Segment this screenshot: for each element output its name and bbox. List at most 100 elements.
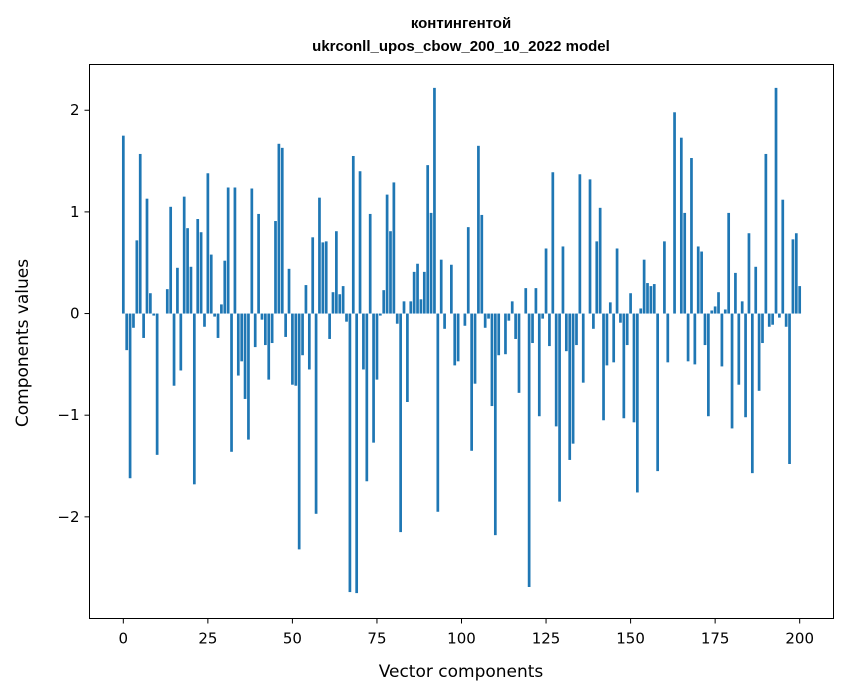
bar-93 bbox=[436, 313, 440, 512]
bar-42 bbox=[264, 313, 267, 346]
bar-171 bbox=[700, 251, 703, 314]
bar-55 bbox=[307, 313, 311, 370]
bar-140 bbox=[595, 241, 599, 314]
bar-73 bbox=[368, 213, 372, 314]
plot-frame bbox=[89, 64, 834, 619]
bar-18 bbox=[182, 196, 186, 314]
bar-35 bbox=[240, 313, 244, 362]
x-tick-label: 75 bbox=[367, 630, 386, 648]
bar-15 bbox=[172, 313, 176, 386]
bar-17 bbox=[179, 313, 183, 371]
bar-133 bbox=[571, 313, 575, 444]
x-tick-label: 50 bbox=[283, 630, 302, 648]
bar-76 bbox=[378, 313, 382, 316]
bar-180 bbox=[730, 313, 734, 429]
bar-9 bbox=[152, 313, 156, 316]
bar-78 bbox=[385, 194, 389, 314]
bar-105 bbox=[477, 145, 480, 314]
bar-21 bbox=[192, 313, 196, 485]
bar-45 bbox=[274, 221, 277, 314]
bar-83 bbox=[402, 301, 406, 314]
bar-157 bbox=[652, 284, 656, 314]
bar-136 bbox=[581, 313, 585, 383]
bar-90 bbox=[426, 165, 430, 314]
bar-170 bbox=[696, 246, 700, 314]
bar-25 bbox=[206, 173, 210, 314]
bar-189 bbox=[761, 313, 764, 344]
x-tick-label: 100 bbox=[447, 630, 476, 648]
bar-121 bbox=[531, 313, 534, 344]
bar-94 bbox=[439, 259, 443, 314]
bar-63 bbox=[335, 231, 338, 314]
bar-194 bbox=[778, 313, 781, 318]
y-axis-label: Components values bbox=[13, 259, 33, 427]
bar-181 bbox=[734, 272, 737, 314]
bar-123 bbox=[537, 313, 541, 417]
bar-65 bbox=[341, 286, 345, 314]
bar-71 bbox=[362, 313, 365, 370]
bar-99 bbox=[456, 313, 460, 362]
bar-163 bbox=[673, 112, 676, 314]
bar-192 bbox=[771, 313, 774, 325]
bar-150 bbox=[629, 293, 632, 314]
bars-group bbox=[121, 87, 802, 594]
bar-33 bbox=[233, 187, 237, 314]
bar-120 bbox=[527, 313, 531, 587]
bar-132 bbox=[568, 313, 572, 460]
bar-53 bbox=[301, 313, 304, 356]
chart-title: контингентой bbox=[411, 15, 511, 32]
bar-142 bbox=[602, 313, 605, 421]
bar-51 bbox=[294, 313, 298, 386]
bar-122 bbox=[534, 288, 538, 314]
bar-97 bbox=[450, 264, 453, 314]
bar-111 bbox=[497, 313, 501, 356]
y-tick-label: −2 bbox=[57, 508, 79, 526]
bar-0 bbox=[121, 135, 125, 314]
bar-177 bbox=[720, 313, 724, 367]
bar-23 bbox=[199, 232, 203, 314]
bar-172 bbox=[703, 313, 707, 346]
bar-138 bbox=[588, 179, 592, 314]
bar-193 bbox=[774, 87, 778, 314]
bar-52 bbox=[297, 313, 301, 550]
bar-74 bbox=[372, 313, 375, 443]
bar-129 bbox=[558, 313, 561, 502]
y-tick-label: 0 bbox=[70, 305, 80, 323]
bar-175 bbox=[713, 306, 717, 314]
bar-95 bbox=[443, 313, 446, 329]
bar-114 bbox=[507, 313, 511, 321]
bar-154 bbox=[642, 259, 646, 314]
bar-50 bbox=[291, 313, 294, 385]
bar-185 bbox=[747, 233, 751, 314]
bar-130 bbox=[561, 246, 565, 314]
bar-143 bbox=[605, 313, 609, 366]
bar-126 bbox=[548, 313, 551, 347]
bar-38 bbox=[250, 188, 254, 314]
bar-4 bbox=[135, 240, 139, 314]
bar-128 bbox=[554, 313, 558, 427]
bar-81 bbox=[395, 313, 399, 324]
y-tick-label: 1 bbox=[70, 203, 80, 221]
bar-16 bbox=[176, 267, 179, 314]
bar-70 bbox=[358, 171, 362, 314]
bar-110 bbox=[493, 313, 497, 536]
bar-85 bbox=[409, 301, 413, 314]
bar-174 bbox=[710, 310, 714, 314]
bar-13 bbox=[165, 289, 169, 314]
bar-80 bbox=[392, 182, 396, 314]
bar-46 bbox=[277, 143, 281, 314]
bar-117 bbox=[517, 313, 521, 393]
bar-182 bbox=[737, 313, 741, 385]
bar-147 bbox=[619, 313, 622, 323]
bar-1 bbox=[125, 313, 129, 351]
bar-79 bbox=[389, 231, 392, 314]
bar-84 bbox=[406, 313, 409, 402]
bar-43 bbox=[267, 313, 271, 380]
bar-155 bbox=[646, 283, 649, 314]
bar-10 bbox=[155, 313, 159, 455]
bar-169 bbox=[693, 313, 697, 365]
y-tick-label: −1 bbox=[57, 406, 79, 424]
bar-64 bbox=[338, 294, 342, 314]
y-tick-label: 2 bbox=[70, 101, 80, 119]
bar-39 bbox=[253, 313, 257, 348]
